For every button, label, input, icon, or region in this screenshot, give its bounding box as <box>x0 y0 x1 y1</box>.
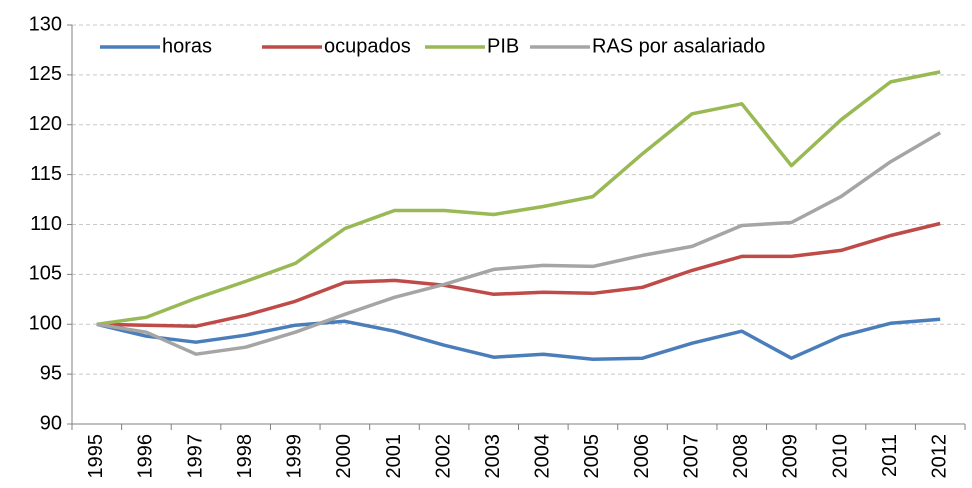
x-tick-label: 2004 <box>532 434 554 479</box>
x-tick-label: 2001 <box>383 434 405 479</box>
y-tick-label: 100 <box>29 313 62 335</box>
x-tick-label: 2003 <box>482 434 504 479</box>
x-tick-label: 1995 <box>85 434 107 479</box>
x-tick-label: 2010 <box>829 434 851 479</box>
x-tick-label: 1996 <box>135 434 157 479</box>
series-line <box>96 131 942 356</box>
x-tick-label: 2012 <box>928 434 950 479</box>
y-tick-label: 125 <box>29 63 62 85</box>
x-tick-label: 1999 <box>284 434 306 479</box>
y-tick-label: 110 <box>30 213 62 235</box>
y-tick-label: 130 <box>29 13 62 35</box>
y-tick-label: 120 <box>29 113 62 135</box>
legend-label: PIB <box>487 35 519 57</box>
x-tick-label: 2007 <box>680 434 702 479</box>
legend-label: horas <box>162 35 212 57</box>
x-tick-label: 2002 <box>432 434 454 479</box>
series-line <box>96 70 941 327</box>
x-tick-label: 1997 <box>184 434 206 479</box>
x-tick-label: 1998 <box>234 434 256 479</box>
y-tick-label: 90 <box>40 412 62 434</box>
series-line <box>96 221 941 328</box>
x-tick-label: 2008 <box>730 434 752 479</box>
x-tick-label: 2009 <box>780 434 802 479</box>
x-tick-label: 2006 <box>631 434 653 479</box>
x-tick-label: 2005 <box>581 434 603 479</box>
x-tick-label: 2011 <box>879 434 901 477</box>
legend-label: RAS por asalariado <box>592 35 765 57</box>
y-tick-label: 115 <box>30 163 62 185</box>
x-tick-label: 2000 <box>333 434 355 479</box>
y-tick-label: 95 <box>40 362 62 384</box>
legend-label: ocupados <box>324 35 411 57</box>
series-line <box>96 317 941 361</box>
y-tick-label: 105 <box>29 263 62 285</box>
